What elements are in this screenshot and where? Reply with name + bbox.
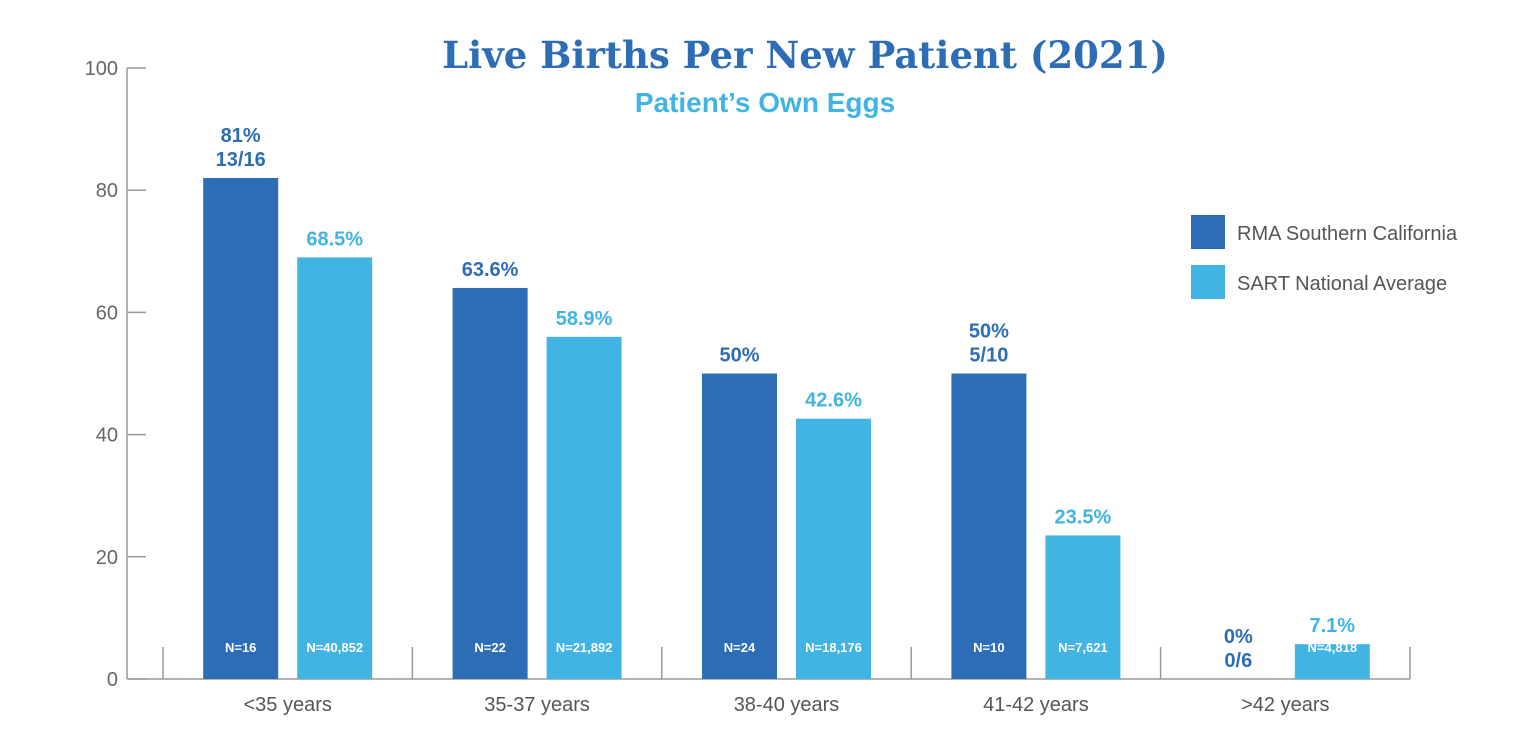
x-tick-label: <35 years [244, 694, 332, 716]
bar-sart [546, 336, 622, 679]
axes: 0 20 40 60 80 100 <35 years 35-37 years 38-40 ye… [85, 58, 1411, 716]
legend: RMA Southern California SART National Ave… [1191, 215, 1458, 299]
y-tick-label: 0 [107, 669, 118, 691]
data-label: 58.9% [556, 308, 613, 330]
chart-title: Live Births Per New Patient (2021) [442, 33, 1168, 77]
data-label: 23.5% [1055, 506, 1112, 528]
y-tick-label: 20 [96, 547, 118, 569]
legend-swatch [1191, 265, 1225, 299]
data-label: 50% [969, 321, 1009, 343]
data-label: 7.1% [1310, 615, 1356, 637]
bar-rma [452, 287, 528, 679]
x-tick-label: >42 years [1241, 694, 1329, 716]
n-label: N=18,176 [805, 640, 862, 655]
bar-sart [1045, 535, 1121, 679]
bar-sart [1294, 644, 1370, 679]
x-tick-label: 35-37 years [484, 694, 590, 716]
n-label: N=4,818 [1308, 640, 1358, 655]
bar-rma [203, 177, 279, 680]
chart-subtitle: Patient’s Own Eggs [635, 87, 895, 118]
n-label: N=16 [225, 640, 256, 655]
data-sublabel: 13/16 [216, 149, 266, 171]
x-tick-label: 41-42 years [983, 694, 1089, 716]
y-tick-label: 100 [85, 58, 118, 80]
bar-sart [796, 418, 871, 679]
legend-label: RMA Southern California [1237, 223, 1458, 245]
bar-rma [951, 373, 1027, 679]
y-tick-label: 80 [96, 180, 118, 202]
n-label: N=7,621 [1058, 640, 1108, 655]
data-label: 81% [221, 125, 261, 147]
n-label: N=21,892 [556, 640, 613, 655]
data-label: 0% [1224, 626, 1253, 648]
n-label: N=10 [973, 640, 1004, 655]
data-label: 68.5% [306, 228, 363, 250]
data-label: 50% [719, 345, 759, 367]
data-sublabel: 0/6 [1224, 650, 1252, 672]
bar-rma [702, 373, 777, 679]
n-label: N=22 [474, 640, 505, 655]
x-tick-label: 38-40 years [734, 694, 840, 716]
bar-sart [297, 257, 373, 679]
data-label: 63.6% [462, 259, 519, 281]
n-label: N=40,852 [306, 640, 363, 655]
legend-label: SART National Average [1237, 273, 1447, 295]
y-tick-label: 40 [96, 425, 118, 447]
n-label: N=24 [724, 640, 756, 655]
data-label: 42.6% [805, 390, 862, 412]
legend-swatch [1191, 215, 1225, 249]
data-sublabel: 5/10 [969, 345, 1008, 367]
y-tick-label: 60 [96, 302, 118, 324]
